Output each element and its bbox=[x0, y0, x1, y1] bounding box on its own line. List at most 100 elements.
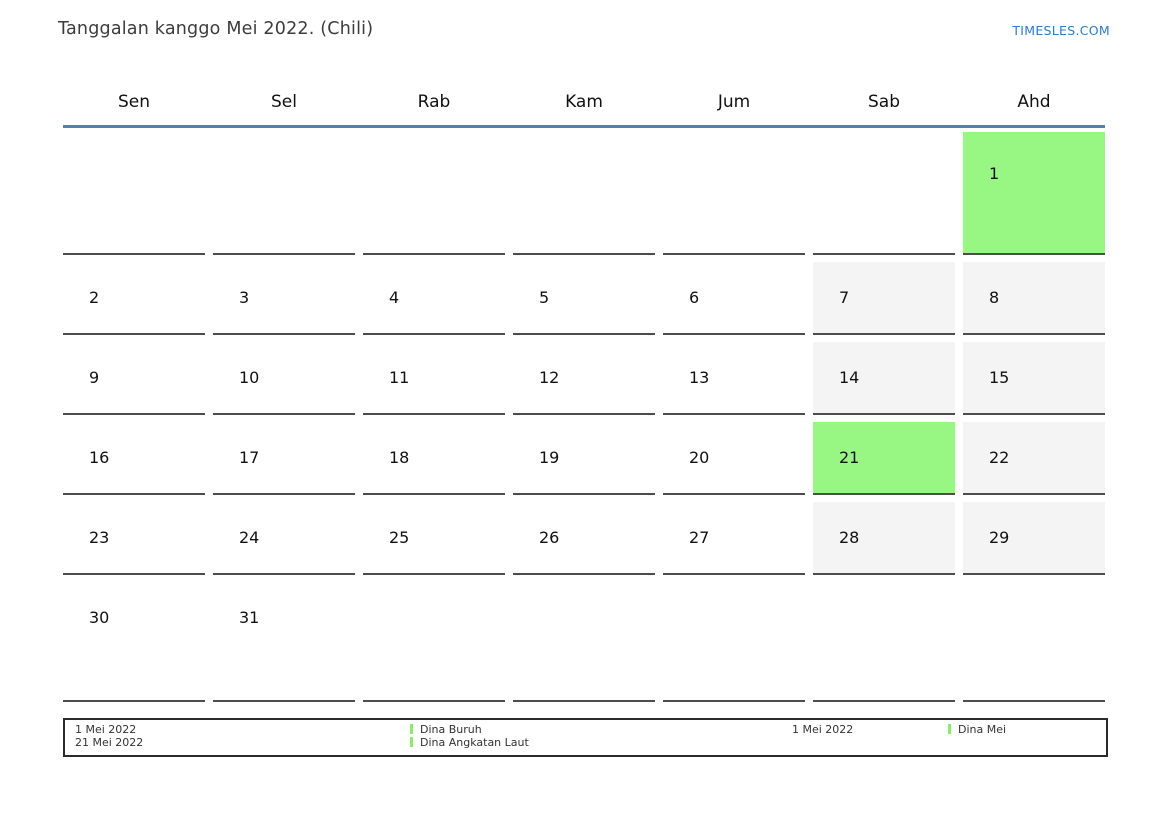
legend-holiday: Dina Mei bbox=[948, 723, 1007, 737]
day-header-kam: Kam bbox=[565, 91, 603, 112]
day-cell-17: 17 bbox=[213, 422, 355, 495]
day-number: 10 bbox=[239, 368, 260, 387]
day-cell-22: 22 bbox=[963, 422, 1105, 495]
day-cell-1: 1 bbox=[963, 132, 1105, 255]
legend-holidays-group-0: Dina Buruh Dina Angkatan Laut bbox=[410, 723, 529, 750]
day-header-sen: Sen bbox=[117, 91, 151, 112]
day-number: 20 bbox=[689, 448, 710, 467]
page-title: Tanggalan kanggo Mei 2022. (Chili) bbox=[58, 19, 374, 39]
legend-holiday-label: Dina Mei bbox=[958, 723, 1007, 736]
day-cell-empty bbox=[213, 132, 355, 255]
day-cell-12: 12 bbox=[513, 342, 655, 415]
day-cell-empty bbox=[63, 132, 205, 255]
day-cell-27: 27 bbox=[663, 502, 805, 575]
day-cell-empty bbox=[813, 582, 955, 702]
day-cell-29: 29 bbox=[963, 502, 1105, 575]
day-cell-6: 6 bbox=[663, 262, 805, 335]
legend-holiday: Dina Buruh bbox=[410, 723, 529, 737]
day-number: 2 bbox=[89, 288, 100, 307]
holiday-marker-icon bbox=[948, 724, 951, 734]
day-number: 21 bbox=[839, 448, 860, 467]
day-cell-16: 16 bbox=[63, 422, 205, 495]
day-number: 29 bbox=[989, 528, 1010, 547]
day-number: 15 bbox=[989, 368, 1010, 387]
day-cell-11: 11 bbox=[363, 342, 505, 415]
day-header-rab: Rab bbox=[417, 91, 451, 112]
day-number: 9 bbox=[89, 368, 100, 387]
day-number: 13 bbox=[689, 368, 710, 387]
day-cell-26: 26 bbox=[513, 502, 655, 575]
day-number: 19 bbox=[539, 448, 560, 467]
calendar-grid: 1 2 3 4 5 6 7 8 9 10 11 12 13 14 15 16 17 18 19 20 21 22 23 24 2… bbox=[63, 132, 1105, 702]
day-cell-empty bbox=[513, 132, 655, 255]
holiday-marker-icon bbox=[410, 736, 413, 747]
day-number: 11 bbox=[389, 368, 410, 387]
day-number: 8 bbox=[989, 288, 1000, 307]
day-cell-empty bbox=[963, 582, 1105, 702]
day-cell-empty bbox=[513, 582, 655, 702]
header-rule bbox=[63, 125, 1105, 128]
day-number: 3 bbox=[239, 288, 250, 307]
day-header-jum: Jum bbox=[717, 91, 751, 112]
day-cell-7: 7 bbox=[813, 262, 955, 335]
calendar: Sen Sel Rab Kam Jum Sab Ahd 1 2 3 4 5 6 7 8 9 10 11 12 13 1… bbox=[63, 78, 1105, 702]
day-number: 28 bbox=[839, 528, 860, 547]
day-cell-20: 20 bbox=[663, 422, 805, 495]
day-cell-empty bbox=[363, 582, 505, 702]
site-link[interactable]: TIMESLES.COM bbox=[1012, 23, 1110, 38]
legend-holidays-group-1: Dina Mei bbox=[948, 723, 1007, 737]
day-cell-14: 14 bbox=[813, 342, 955, 415]
day-cell-9: 9 bbox=[63, 342, 205, 415]
day-number: 17 bbox=[239, 448, 260, 467]
day-cell-28: 28 bbox=[813, 502, 955, 575]
day-number: 22 bbox=[989, 448, 1010, 467]
legend-date: 21 Mei 2022 bbox=[75, 735, 144, 749]
day-number: 30 bbox=[89, 608, 110, 627]
day-number: 5 bbox=[539, 288, 550, 307]
day-cell-2: 2 bbox=[63, 262, 205, 335]
day-cell-31: 31 bbox=[213, 582, 355, 702]
day-cell-5: 5 bbox=[513, 262, 655, 335]
day-cell-18: 18 bbox=[363, 422, 505, 495]
day-cell-30: 30 bbox=[63, 582, 205, 702]
day-number: 6 bbox=[689, 288, 700, 307]
day-number: 25 bbox=[389, 528, 410, 547]
legend-date: 1 Mei 2022 bbox=[75, 723, 137, 736]
legend-holiday-label: Dina Angkatan Laut bbox=[420, 735, 529, 749]
day-cell-13: 13 bbox=[663, 342, 805, 415]
day-number: 14 bbox=[839, 368, 860, 387]
day-number: 24 bbox=[239, 528, 260, 547]
holiday-marker-icon bbox=[410, 724, 413, 734]
day-cell-10: 10 bbox=[213, 342, 355, 415]
day-number: 27 bbox=[689, 528, 710, 547]
day-number: 4 bbox=[389, 288, 400, 307]
day-cell-empty bbox=[813, 132, 955, 255]
day-header-row: Sen Sel Rab Kam Jum Sab Ahd bbox=[63, 78, 1105, 125]
day-number: 16 bbox=[89, 448, 110, 467]
legend-holiday-label: Dina Buruh bbox=[420, 723, 482, 736]
day-header-sel: Sel bbox=[271, 91, 297, 112]
day-cell-24: 24 bbox=[213, 502, 355, 575]
legend-dates-group-1: 1 Mei 2022 bbox=[792, 723, 853, 737]
day-cell-23: 23 bbox=[63, 502, 205, 575]
day-number: 23 bbox=[89, 528, 110, 547]
day-number: 7 bbox=[839, 288, 850, 307]
day-cell-15: 15 bbox=[963, 342, 1105, 415]
legend-holiday: Dina Angkatan Laut bbox=[410, 735, 529, 750]
day-number: 18 bbox=[389, 448, 410, 467]
day-number: 31 bbox=[239, 608, 260, 627]
day-cell-4: 4 bbox=[363, 262, 505, 335]
day-header-sab: Sab bbox=[868, 91, 900, 112]
day-cell-empty bbox=[663, 582, 805, 702]
day-header-ahd: Ahd bbox=[1017, 91, 1051, 112]
day-number: 12 bbox=[539, 368, 560, 387]
day-cell-25: 25 bbox=[363, 502, 505, 575]
day-cell-19: 19 bbox=[513, 422, 655, 495]
day-number: 1 bbox=[989, 164, 1000, 183]
legend-box: 1 Mei 2022 21 Mei 2022 Dina Buruh Dina Ang… bbox=[63, 718, 1108, 757]
day-number: 26 bbox=[539, 528, 560, 547]
day-cell-8: 8 bbox=[963, 262, 1105, 335]
legend-dates-group-0: 1 Mei 2022 21 Mei 2022 bbox=[75, 723, 144, 749]
day-cell-3: 3 bbox=[213, 262, 355, 335]
